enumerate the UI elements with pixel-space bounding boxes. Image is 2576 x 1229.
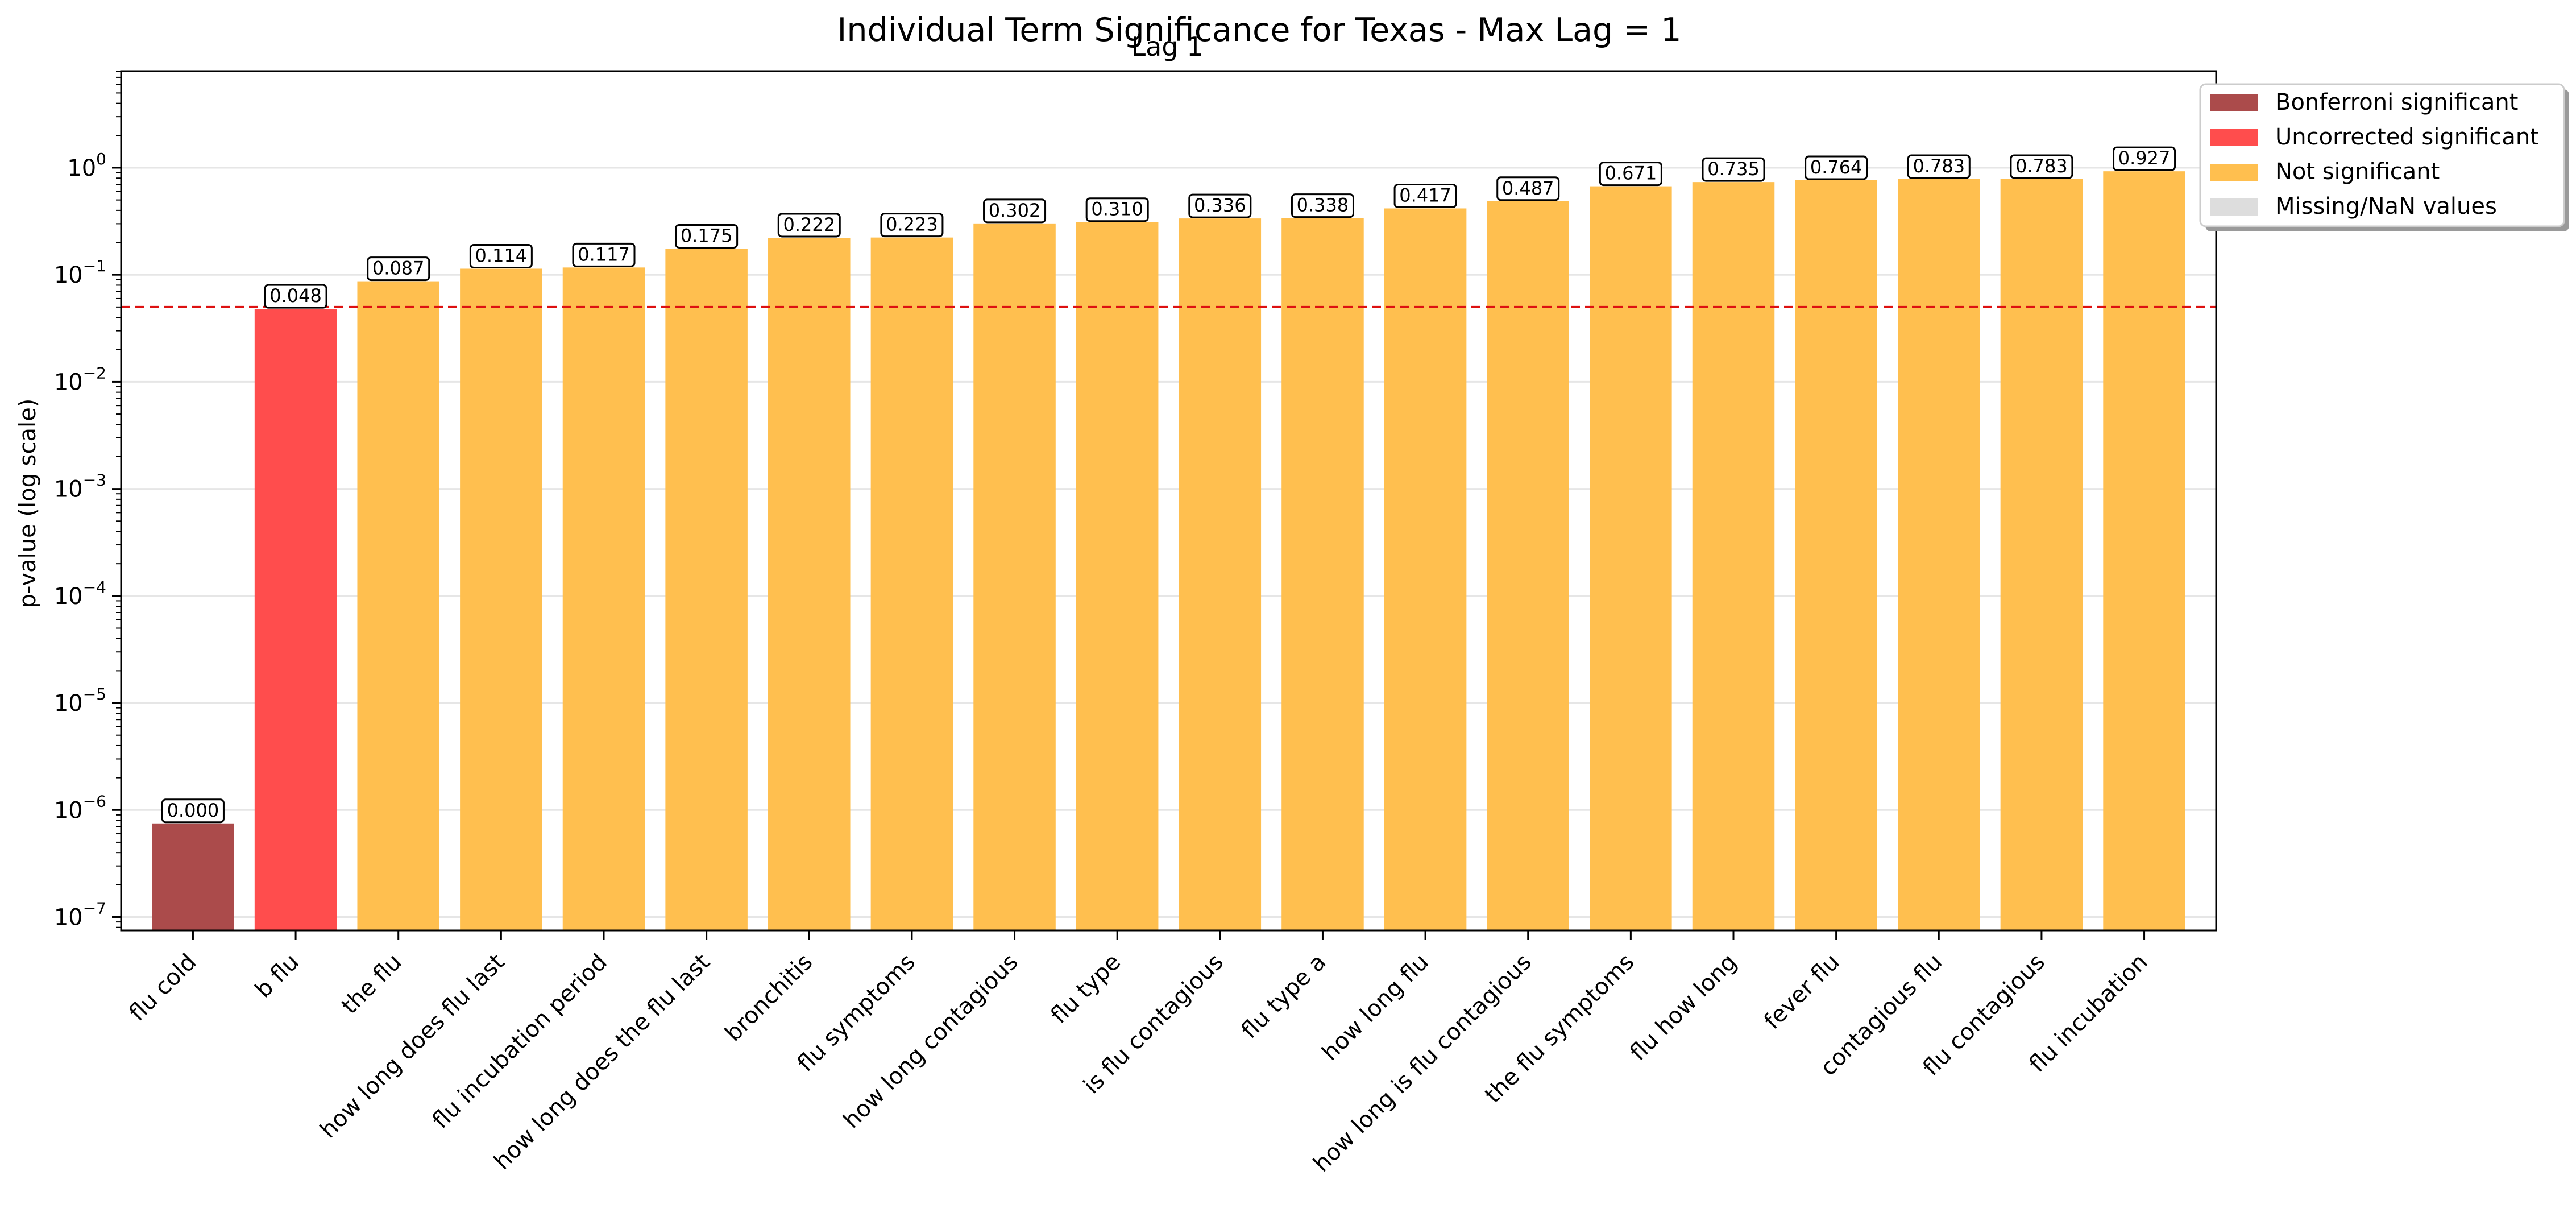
bar-flu-how-long [1692, 182, 1775, 931]
bar-the-flu-symptoms [1590, 186, 1672, 930]
bar-fever-flu [1795, 180, 1877, 930]
bar-flu-incubation-period [562, 267, 645, 930]
value-label: 0.048 [269, 285, 322, 307]
legend-label: Missing/NaN values [2275, 193, 2497, 220]
value-labels: 0.000 0.048 0.087 0.114 0.117 0.175 0.222 0.223… [161, 146, 2176, 824]
y-tick-label: 10−1 [54, 256, 106, 288]
bar-how-long-contagious [973, 223, 1056, 930]
legend-swatch [2210, 94, 2258, 111]
value-label: 0.175 [681, 225, 733, 246]
bar-flu-type-a [1281, 218, 1364, 930]
bar-flu-contagious [2000, 179, 2083, 930]
value-label: 0.764 [1810, 156, 1862, 178]
value-label: 0.087 [372, 258, 425, 279]
bar-how-long-is-flu-contagious [1487, 201, 1569, 931]
value-label: 0.222 [783, 214, 835, 235]
value-label-box [1393, 183, 1457, 208]
y-tick-label: 100 [67, 150, 106, 181]
y-tick-label: 10−5 [54, 685, 106, 717]
y-tick-labels: 10−7 10−6 10−5 10−4 10−3 10−2 10−1 100 [54, 150, 106, 931]
value-label-box [1599, 162, 1662, 187]
value-label: 0.310 [1091, 198, 1143, 220]
chart-title: Individual Term Significance for Texas -… [837, 11, 1682, 49]
plot-frame [120, 70, 2217, 932]
value-label: 0.783 [2015, 155, 2068, 177]
value-label-box [983, 198, 1047, 224]
legend-label: Bonferroni significant [2275, 89, 2518, 115]
value-label: 0.302 [989, 200, 1041, 221]
value-label-box [1496, 176, 1560, 201]
bar-flu-cold [152, 823, 234, 930]
y-tick-label: 10−3 [54, 471, 106, 503]
value-label: 0.117 [578, 243, 630, 265]
legend-swatch [2210, 129, 2258, 146]
value-label-box [469, 243, 533, 268]
y-tick-label: 10−4 [54, 578, 106, 610]
bar-b-flu [254, 309, 337, 930]
value-label-box [1907, 154, 1971, 179]
bar-is-flu-contagious [1179, 218, 1262, 930]
value-label: 0.671 [1605, 163, 1657, 184]
y-tick-label: 10−7 [54, 899, 106, 930]
bar-contagious-flu [1898, 179, 1980, 930]
axes [112, 70, 2217, 940]
value-label: 0.114 [475, 245, 528, 266]
value-label: 0.735 [1707, 158, 1760, 180]
legend-box [2199, 83, 2565, 227]
bar-flu-incubation [2103, 171, 2185, 931]
value-label-box [1085, 197, 1149, 222]
bar-how-long-flu [1384, 208, 1467, 930]
value-label: 0.927 [2118, 147, 2171, 169]
value-label: 0.783 [1913, 155, 1965, 177]
value-label-box [675, 224, 739, 249]
bar-flu-symptoms [870, 237, 953, 930]
value-label-box [264, 284, 327, 309]
bar-how-long-does-the-flu-last [665, 249, 748, 930]
value-label-box [2010, 154, 2073, 179]
bars [152, 171, 2185, 931]
bar-the-flu [357, 281, 439, 930]
value-label-box [1805, 155, 1868, 180]
value-label: 0.487 [1502, 177, 1554, 199]
value-label: 0.338 [1297, 195, 1349, 216]
value-label-box [367, 256, 430, 282]
value-label-box [161, 798, 225, 824]
value-label-box [1291, 193, 1354, 218]
y-tick-label: 10−6 [54, 792, 106, 824]
value-label-box [2113, 146, 2176, 171]
legend-swatch [2210, 164, 2258, 181]
value-label-box [777, 213, 841, 238]
value-label: 0.000 [167, 800, 219, 821]
legend-swatch [2210, 198, 2258, 216]
value-label-box [880, 213, 944, 238]
value-label-box [1188, 193, 1252, 218]
bar-how-long-does-flu-last [460, 268, 542, 931]
legend-label: Not significant [2275, 159, 2440, 185]
value-label: 0.336 [1194, 195, 1246, 216]
value-label-box [1702, 157, 1765, 182]
y-tick-label: 10−2 [54, 363, 106, 395]
value-label-box [572, 242, 636, 267]
legend-label: Uncorrected significant [2275, 124, 2539, 150]
bar-flu-type [1076, 222, 1159, 931]
y-axis-label: p-value (log scale) [15, 399, 41, 609]
bar-bronchitis [768, 238, 851, 930]
value-label: 0.223 [886, 214, 938, 235]
legend: Bonferroni significant Uncorrected signif… [2199, 83, 2569, 231]
value-label: 0.417 [1399, 184, 1451, 206]
chart-subtitle: Lag 1 [1131, 31, 1204, 62]
